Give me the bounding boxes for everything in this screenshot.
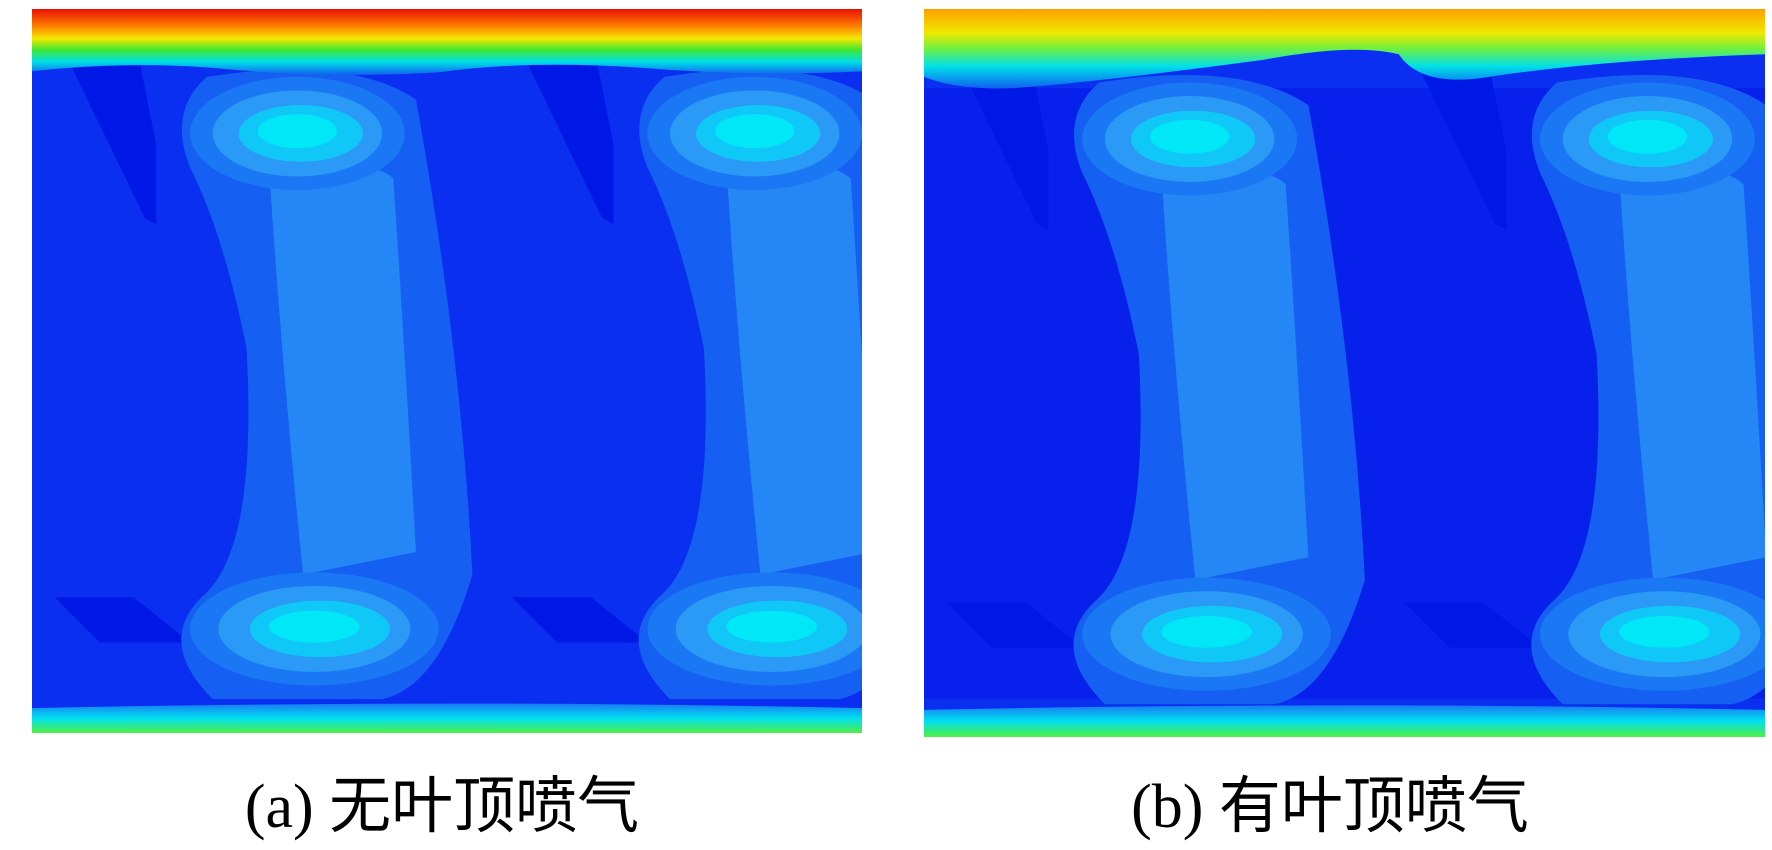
caption: (a) 无叶顶喷气 — [244, 773, 640, 841]
contour-plot-a — [32, 9, 862, 733]
contour-plot-b — [924, 9, 1765, 737]
caption: (b) 有叶顶喷气 — [1131, 773, 1529, 841]
